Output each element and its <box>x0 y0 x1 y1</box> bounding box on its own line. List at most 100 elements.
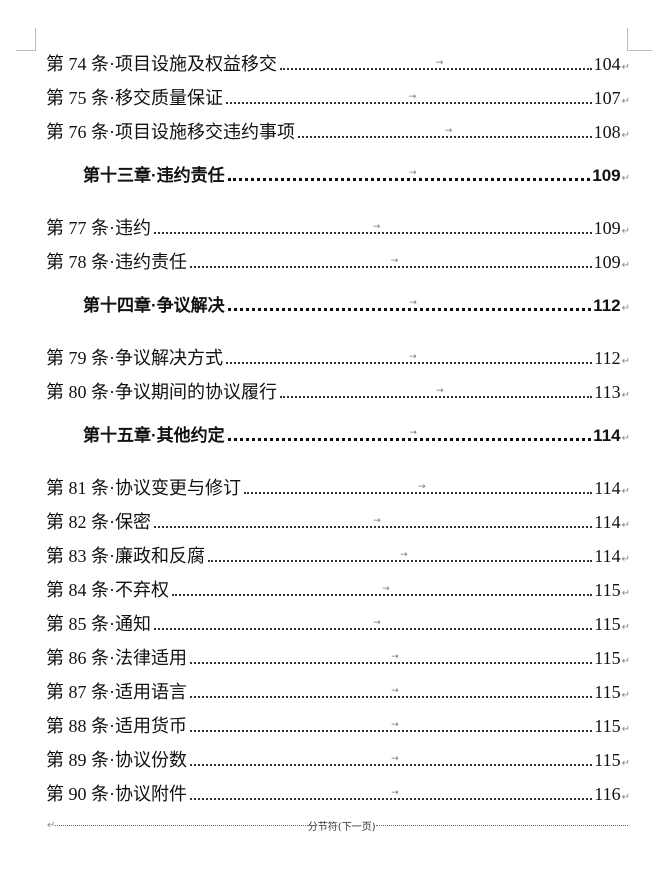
toc-entry-page: 112 <box>593 296 621 315</box>
tab-mark-icon: → <box>409 298 417 308</box>
tab-mark-icon: → <box>382 584 390 594</box>
toc-chapter-entry[interactable]: 第十三章·违约责任 → 109 ↵ <box>46 159 630 193</box>
toc-article-entry[interactable]: 第 81 条·协议变更与修订 → 114 ↵ <box>46 471 630 505</box>
tab-mark-icon: → <box>391 788 399 798</box>
toc-article-entry[interactable]: 第 88 条·适用货币 → 115 ↵ <box>46 709 630 743</box>
paragraph-mark: ↵ <box>621 486 630 497</box>
toc-article-entry[interactable]: 第 85 条·通知 → 115 ↵ <box>46 607 630 641</box>
margin-corner-top-left-v <box>35 28 36 50</box>
paragraph-mark: ↵ <box>621 758 630 769</box>
toc-entry-page: 114 <box>594 546 621 566</box>
toc-entry-title: 第 78 条·违约责任 <box>46 252 187 272</box>
dot-leader: → <box>298 126 592 138</box>
toc-entry-page: 112 <box>594 348 621 368</box>
toc-entry-title: 第十四章·争议解决 <box>83 296 225 315</box>
toc-article-entry[interactable]: 第 79 条·争议解决方式 → 112 ↵ <box>46 341 630 375</box>
tab-mark-icon: → <box>409 428 417 438</box>
dot-leader: → <box>190 754 593 766</box>
paragraph-mark: ↵ <box>621 226 630 237</box>
paragraph-mark: ↵ <box>621 554 630 565</box>
toc-chapter-entry[interactable]: 第十四章·争议解决 → 112 ↵ <box>46 289 630 323</box>
dot-leader: → <box>226 352 593 364</box>
dot-leader: → <box>154 222 592 234</box>
toc-chapter-entry[interactable]: 第十五章·其他约定 → 114 ↵ <box>46 419 630 453</box>
tab-mark-icon: → <box>391 652 399 662</box>
tab-mark-icon: → <box>391 754 399 764</box>
tab-mark-icon: → <box>409 352 417 362</box>
toc-article-entry[interactable]: 第 83 条·廉政和反腐 → 114 ↵ <box>46 539 630 573</box>
toc-entry-title: 第 83 条·廉政和反腐 <box>46 546 205 566</box>
toc-entry-title: 第 82 条·保密 <box>46 512 151 532</box>
toc-entry-page: 115 <box>594 614 621 634</box>
paragraph-mark: ↵ <box>621 690 630 701</box>
toc-entry-page: 107 <box>593 88 621 108</box>
toc-entry-page: 114 <box>594 512 621 532</box>
section-break-label: 分节符(下一页) <box>307 822 376 833</box>
paragraph-mark: ↵ <box>621 62 630 73</box>
toc-entry-title: 第 85 条·通知 <box>46 614 151 634</box>
toc-article-entry[interactable]: 第 82 条·保密 → 114 ↵ <box>46 505 630 539</box>
toc-entry-page: 114 <box>594 478 621 498</box>
paragraph-mark: ↵ <box>621 588 630 599</box>
paragraph-mark: ↵ <box>621 520 630 531</box>
tab-mark-icon: → <box>391 686 399 696</box>
paragraph-mark: ↵ <box>621 260 630 271</box>
toc-article-entry[interactable]: 第 87 条·适用语言 → 115 ↵ <box>46 675 630 709</box>
toc-entry-title: 第 79 条·争议解决方式 <box>46 348 223 368</box>
toc-article-entry[interactable]: 第 76 条·项目设施移交违约事项 → 108 ↵ <box>46 115 630 149</box>
toc-entry-title: 第 80 条·争议期间的协议履行 <box>46 382 277 402</box>
dot-leader: → <box>190 788 593 800</box>
toc-entry-title: 第 89 条·协议份数 <box>46 750 187 770</box>
paragraph-mark: ↵ <box>621 656 630 667</box>
dot-leader: → <box>190 256 592 268</box>
toc-article-entry[interactable]: 第 80 条·争议期间的协议履行 → 113 ↵ <box>46 375 630 409</box>
paragraph-mark: ↵ <box>621 96 630 107</box>
paragraph-mark: ↵ <box>621 130 630 141</box>
toc-article-entry[interactable]: 第 75 条·移交质量保证 → 107 ↵ <box>46 81 630 115</box>
paragraph-mark: ↵ <box>621 356 630 367</box>
toc-article-entry[interactable]: 第 89 条·协议份数 → 115 ↵ <box>46 743 630 777</box>
dot-leader: → <box>227 298 592 311</box>
dot-leader: → <box>154 516 593 528</box>
toc-article-entry[interactable]: 第 86 条·法律适用 → 115 ↵ <box>46 641 630 675</box>
toc-entry-page: 116 <box>594 784 621 804</box>
toc-entry-page: 115 <box>594 682 621 702</box>
toc-entry-title: 第 74 条·项目设施及权益移交 <box>46 54 277 74</box>
toc-entry-title: 第 87 条·适用语言 <box>46 682 187 702</box>
toc-entry-page: 109 <box>593 252 621 272</box>
toc-article-entry[interactable]: 第 90 条·协议附件 → 116 ↵ <box>46 777 630 811</box>
table-of-contents: 第 74 条·项目设施及权益移交 → 104 ↵ 第 75 条·移交质量保证 → 107 ↵ 第… <box>46 47 630 811</box>
tab-mark-icon: → <box>408 92 417 102</box>
tab-mark-icon: → <box>408 168 417 178</box>
toc-entry-title: 第 77 条·违约 <box>46 218 151 238</box>
toc-article-entry[interactable]: 第 77 条·违约 → 109 ↵ <box>46 211 630 245</box>
toc-entry-title: 第 88 条·适用货币 <box>46 716 187 736</box>
tab-mark-icon: → <box>435 58 444 68</box>
paragraph-mark: ↵ <box>621 390 630 401</box>
toc-entry-title: 第 76 条·项目设施移交违约事项 <box>46 122 295 142</box>
toc-article-entry[interactable]: 第 84 条·不弃权 → 115 ↵ <box>46 573 630 607</box>
dot-leader: → <box>280 58 592 70</box>
toc-entry-title: 第 86 条·法律适用 <box>46 648 187 668</box>
toc-entry-title: 第十五章·其他约定 <box>83 426 225 445</box>
tab-mark-icon: → <box>436 386 444 396</box>
toc-entry-page: 115 <box>594 648 621 668</box>
toc-entry-page: 104 <box>593 54 621 74</box>
tab-mark-icon: → <box>418 482 426 492</box>
toc-entry-title: 第 84 条·不弃权 <box>46 580 169 600</box>
tab-mark-icon: → <box>372 222 381 232</box>
paragraph-mark: ↵ <box>621 433 630 444</box>
section-break: ↵ 分节符(下一页) <box>46 818 629 833</box>
toc-article-entry[interactable]: 第 74 条·项目设施及权益移交 → 104 ↵ <box>46 47 630 81</box>
toc-entry-title: 第 75 条·移交质量保证 <box>46 88 223 108</box>
dot-leader: → <box>172 584 593 596</box>
dot-leader: → <box>154 618 593 630</box>
section-break-line <box>375 825 629 826</box>
toc-entry-page: 113 <box>594 382 621 402</box>
margin-corner-top-left <box>16 50 36 51</box>
toc-article-entry[interactable]: 第 78 条·违约责任 → 109 ↵ <box>46 245 630 279</box>
tab-mark-icon: → <box>391 720 399 730</box>
tab-mark-icon: → <box>373 516 381 526</box>
dot-leader: → <box>227 168 591 181</box>
